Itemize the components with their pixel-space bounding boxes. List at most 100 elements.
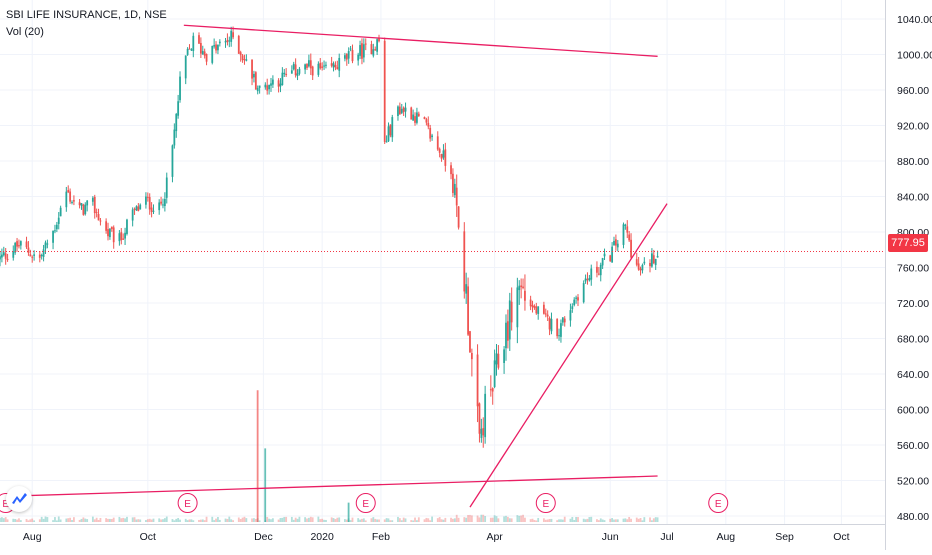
candle-body bbox=[516, 287, 519, 328]
volume-bar bbox=[402, 517, 405, 522]
volume-bar bbox=[253, 518, 255, 522]
volume-bar bbox=[201, 519, 204, 522]
trendline-1[interactable] bbox=[183, 24, 658, 57]
volume-bar bbox=[385, 518, 388, 522]
grid bbox=[0, 0, 885, 524]
symbol-title[interactable]: SBI LIFE INSURANCE, 1D, NSE bbox=[6, 9, 167, 21]
candle-body bbox=[304, 64, 307, 70]
candle-body bbox=[520, 285, 523, 288]
volume-bar bbox=[251, 518, 253, 522]
candle-body bbox=[383, 40, 386, 142]
volume-bar bbox=[2, 518, 5, 522]
volume-bar bbox=[4, 517, 7, 522]
candle-body bbox=[586, 278, 589, 280]
candle-body bbox=[40, 255, 43, 257]
trendline-2[interactable] bbox=[0, 475, 658, 498]
candle-body bbox=[374, 49, 377, 51]
volume-bar bbox=[362, 518, 365, 522]
candle-body bbox=[283, 72, 286, 75]
y-tick-label: 680.00 bbox=[897, 333, 929, 345]
candle-body bbox=[203, 51, 206, 56]
volume-bar bbox=[344, 519, 346, 522]
candle-body bbox=[311, 66, 314, 76]
y-tick-label: 520.00 bbox=[897, 475, 929, 487]
volume-bar bbox=[573, 520, 576, 522]
candle-body bbox=[317, 63, 320, 75]
candle-body bbox=[338, 57, 341, 71]
candle-body bbox=[201, 51, 204, 55]
candle-body bbox=[385, 141, 388, 143]
volume-bar bbox=[414, 517, 416, 522]
volume-bar bbox=[616, 519, 619, 522]
volume-bar bbox=[624, 518, 627, 522]
volume-bar bbox=[16, 519, 18, 522]
candle-body bbox=[277, 80, 280, 87]
volume-bar bbox=[571, 516, 574, 522]
volume-bar bbox=[42, 518, 45, 522]
candle-body bbox=[345, 53, 348, 60]
volume-bar bbox=[493, 515, 496, 522]
volume-bar bbox=[12, 518, 15, 522]
candle-body bbox=[215, 44, 217, 51]
volume-bar bbox=[429, 520, 432, 522]
volume-bar bbox=[105, 518, 108, 522]
volume-bar bbox=[398, 518, 401, 522]
candle-body bbox=[122, 238, 125, 240]
candle-body bbox=[651, 253, 653, 267]
volume-bar bbox=[95, 517, 98, 522]
candle-body bbox=[357, 54, 360, 61]
trendlines[interactable] bbox=[0, 24, 885, 508]
candle-body bbox=[146, 196, 149, 198]
candle-body bbox=[165, 177, 168, 198]
candle-body bbox=[38, 254, 41, 258]
candle-body bbox=[251, 59, 253, 79]
candle-body bbox=[457, 206, 460, 228]
candle-body bbox=[188, 48, 191, 50]
candle-body bbox=[550, 318, 553, 332]
candle-body bbox=[588, 277, 591, 281]
candle-body bbox=[624, 224, 627, 226]
earnings-marker[interactable]: E bbox=[177, 493, 198, 513]
volume-bar bbox=[237, 517, 240, 522]
volume-bar bbox=[476, 515, 479, 522]
volume-bar bbox=[107, 518, 109, 522]
earnings-marker[interactable]: E bbox=[355, 493, 376, 513]
volume-bar bbox=[266, 516, 269, 522]
candle-body bbox=[630, 239, 632, 258]
trendline-3[interactable] bbox=[469, 203, 668, 508]
earnings-marker[interactable]: E bbox=[708, 493, 729, 513]
volume-bar bbox=[457, 517, 460, 522]
earnings-marker[interactable]: E bbox=[535, 493, 556, 513]
candle-body bbox=[4, 253, 7, 259]
volume-bar bbox=[67, 518, 70, 522]
y-tick-label: 480.00 bbox=[897, 511, 929, 523]
volume-bar bbox=[309, 516, 312, 522]
candle-body bbox=[29, 254, 32, 257]
volume-bar bbox=[152, 518, 155, 522]
x-tick-label: Oct bbox=[833, 531, 849, 543]
volume-bar bbox=[80, 518, 83, 522]
volume-indicator-label[interactable]: Vol (20) bbox=[6, 26, 44, 38]
candle-body bbox=[416, 112, 418, 123]
x-tick-label: Aug bbox=[23, 531, 42, 543]
candle-body bbox=[495, 353, 498, 365]
y-tick-label: 880.00 bbox=[897, 156, 929, 168]
candle-body bbox=[442, 150, 445, 158]
volume-bar bbox=[590, 516, 593, 522]
volume-bar bbox=[635, 517, 638, 522]
candle-body bbox=[463, 231, 466, 292]
y-tick-label: 960.00 bbox=[897, 85, 929, 97]
candle-body bbox=[542, 304, 545, 314]
volume-bar bbox=[626, 519, 629, 522]
tradingview-logo[interactable] bbox=[6, 486, 32, 512]
volume-bar bbox=[124, 518, 126, 522]
volume-bar bbox=[332, 518, 335, 522]
volume-bar bbox=[325, 519, 327, 522]
volume-bar bbox=[57, 516, 60, 522]
volume-bar bbox=[110, 518, 113, 522]
volume-bar bbox=[652, 518, 655, 522]
